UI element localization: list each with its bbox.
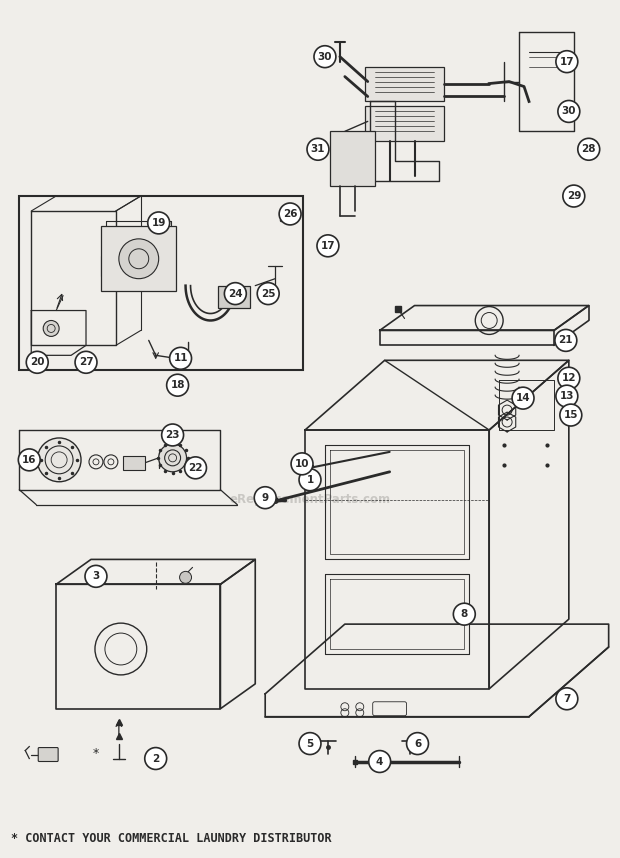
Circle shape	[85, 565, 107, 587]
Text: 23: 23	[166, 430, 180, 440]
Text: 31: 31	[311, 144, 326, 154]
Circle shape	[314, 45, 336, 68]
FancyBboxPatch shape	[101, 226, 175, 291]
Circle shape	[453, 603, 476, 625]
Text: 2: 2	[152, 753, 159, 764]
Circle shape	[558, 367, 580, 390]
Circle shape	[180, 571, 192, 583]
Circle shape	[162, 424, 184, 446]
Text: 1: 1	[306, 474, 314, 485]
Text: *: *	[93, 747, 99, 760]
Text: 13: 13	[560, 391, 574, 402]
Text: 8: 8	[461, 609, 468, 619]
FancyBboxPatch shape	[123, 456, 144, 470]
Text: 15: 15	[564, 410, 578, 420]
Circle shape	[185, 456, 206, 479]
Circle shape	[75, 351, 97, 373]
Text: eReplacementParts.com: eReplacementParts.com	[229, 493, 391, 506]
Circle shape	[167, 374, 188, 396]
Text: 18: 18	[170, 380, 185, 390]
Text: 30: 30	[562, 106, 576, 117]
FancyBboxPatch shape	[365, 67, 445, 101]
FancyBboxPatch shape	[218, 286, 250, 307]
Text: 25: 25	[261, 288, 275, 299]
Text: 26: 26	[283, 209, 298, 219]
Circle shape	[578, 138, 600, 160]
Circle shape	[563, 185, 585, 207]
Circle shape	[26, 351, 48, 373]
FancyBboxPatch shape	[365, 106, 445, 142]
Text: 9: 9	[262, 492, 268, 503]
Circle shape	[19, 449, 40, 471]
Circle shape	[556, 51, 578, 73]
Circle shape	[159, 444, 187, 472]
Circle shape	[170, 347, 192, 369]
Circle shape	[224, 282, 246, 305]
Circle shape	[279, 203, 301, 225]
Text: 3: 3	[92, 571, 100, 582]
Text: 6: 6	[414, 739, 421, 748]
FancyBboxPatch shape	[19, 196, 303, 371]
Circle shape	[148, 212, 170, 234]
Text: 14: 14	[516, 393, 530, 403]
Circle shape	[299, 733, 321, 754]
Circle shape	[37, 438, 81, 481]
Circle shape	[307, 138, 329, 160]
Circle shape	[556, 385, 578, 407]
Circle shape	[560, 404, 582, 426]
Text: 21: 21	[559, 335, 573, 346]
Text: 4: 4	[376, 757, 383, 766]
Text: 17: 17	[559, 57, 574, 67]
Circle shape	[43, 321, 59, 336]
Text: 17: 17	[321, 241, 335, 251]
Circle shape	[407, 733, 428, 754]
Text: 19: 19	[151, 218, 166, 228]
Circle shape	[555, 329, 577, 351]
Circle shape	[556, 688, 578, 710]
Text: 20: 20	[30, 357, 45, 367]
Text: 30: 30	[317, 51, 332, 62]
FancyBboxPatch shape	[38, 747, 58, 762]
Circle shape	[119, 239, 159, 279]
Text: 24: 24	[228, 288, 242, 299]
Text: 28: 28	[582, 144, 596, 154]
Circle shape	[257, 282, 279, 305]
Circle shape	[369, 751, 391, 772]
Circle shape	[291, 453, 313, 474]
Circle shape	[254, 486, 276, 509]
Text: 12: 12	[562, 373, 576, 384]
FancyBboxPatch shape	[330, 131, 374, 186]
Circle shape	[317, 235, 339, 257]
Text: 7: 7	[563, 694, 570, 704]
Circle shape	[144, 747, 167, 770]
Text: * CONTACT YOUR COMMERCIAL LAUNDRY DISTRIBUTOR: * CONTACT YOUR COMMERCIAL LAUNDRY DISTRI…	[11, 831, 332, 844]
Text: 10: 10	[294, 459, 309, 468]
Circle shape	[299, 468, 321, 491]
Text: 5: 5	[306, 739, 314, 748]
Circle shape	[512, 387, 534, 409]
Text: 27: 27	[79, 357, 94, 367]
Text: 16: 16	[22, 455, 37, 465]
Text: 29: 29	[567, 191, 581, 201]
Text: 11: 11	[174, 353, 188, 363]
Circle shape	[558, 100, 580, 123]
Text: 22: 22	[188, 462, 203, 473]
